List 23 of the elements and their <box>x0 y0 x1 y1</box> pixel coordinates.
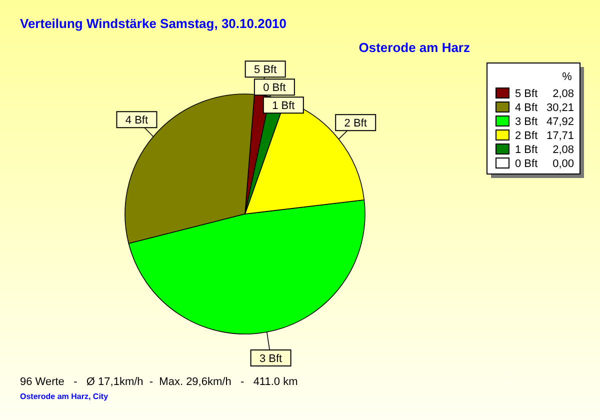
slice-label: 3 Bft <box>259 352 282 365</box>
legend-label: 4 Bft <box>515 102 538 114</box>
legend-label: 3 Bft <box>515 116 538 128</box>
legend-label: 1 Bft <box>515 144 538 156</box>
slice-label: 1 Bft <box>272 100 295 112</box>
slice-label: 2 Bft <box>344 118 367 130</box>
text: 0,00 <box>552 158 574 170</box>
legend-label: 5 Bft <box>515 88 538 100</box>
legend-label: 2 Bft <box>515 130 538 142</box>
data-label: 2,08 <box>552 88 574 100</box>
data-label: 2,08 <box>552 144 574 156</box>
text: 96 Werte - Ø 17,1km/h - Max. 29,6km/h - 411.0 km <box>20 376 298 388</box>
legend-title: % <box>562 71 572 83</box>
slice-label: 4 Bft <box>125 114 148 127</box>
chart-title: Verteilung Windstärke Samstag, 30.10.2010 <box>20 16 287 31</box>
text: Osterode am Harz, City <box>20 392 109 401</box>
data-label: 30,21 <box>546 102 574 114</box>
legend-label: 0 Bft <box>515 158 538 170</box>
category-label: 0 Bft <box>263 82 286 94</box>
data-label: 17,71 <box>546 130 574 142</box>
data-label: 47,92 <box>546 116 574 128</box>
slice-label: 5 Bft <box>254 64 277 76</box>
chart-subtitle: Osterode am Harz <box>358 40 470 55</box>
